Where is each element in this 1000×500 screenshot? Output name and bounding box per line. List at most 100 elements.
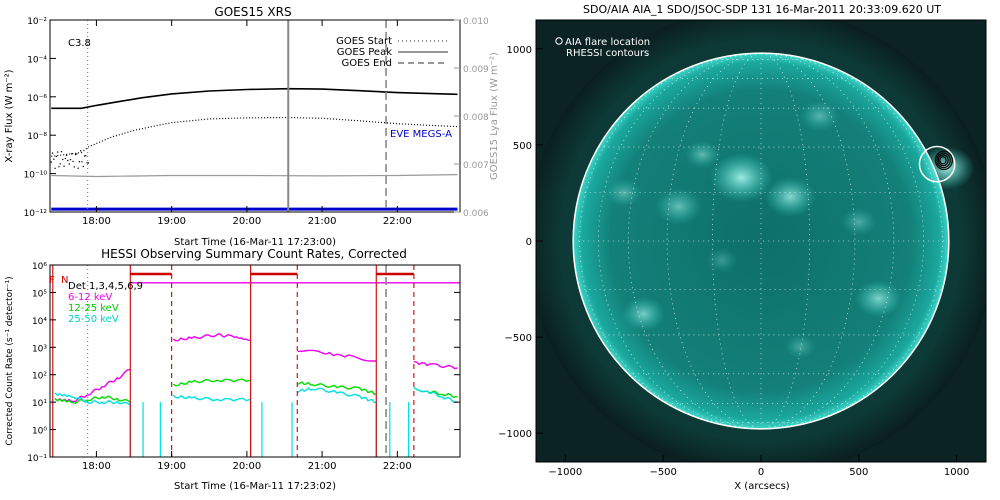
goes-xtick-label: 19:00	[157, 216, 186, 227]
aia-xtick-label: −500	[649, 467, 676, 478]
hessi-series-6-12-keV	[413, 360, 458, 370]
goes-short-noise-point	[50, 161, 52, 163]
hessi-series-25-50-keV	[297, 387, 377, 404]
aia-rhessi-contours	[934, 150, 953, 171]
goes-short-noise-point	[74, 153, 77, 156]
goes-legend-peak-label: GOES Peak	[337, 47, 392, 58]
goes-event-lines	[87, 20, 387, 212]
goes-ylabel-right: GOES15 Lya Flux (W m⁻²)	[489, 52, 500, 180]
aia-flare-location-circle	[918, 145, 956, 183]
aia-active-region	[606, 179, 642, 207]
goes-y2tick-label: 0.009	[463, 65, 489, 75]
goes-short-noise-point	[86, 162, 88, 164]
goes-short-noise-point	[85, 155, 87, 157]
goes-legend-start-label: GOES Start	[336, 36, 392, 47]
goes-short-noise-point	[81, 161, 83, 163]
goes-short-noise-point	[51, 152, 54, 154]
goes-ytick-label: 10⁻²	[27, 17, 47, 27]
goes-y2tick-label: 0.007	[463, 161, 489, 171]
hessi-event-lines	[52, 265, 415, 457]
goes-lya-line	[51, 174, 458, 178]
hessi-series-6-12-keV	[298, 349, 377, 362]
aia-legend-rhessi: RHESSI contours	[566, 48, 649, 59]
hessi-ylabel: Corrected Count Rate (s⁻¹ detector⁻¹)	[5, 276, 15, 445]
aia-legend: AIA flare location RHESSI contours	[555, 37, 650, 59]
hessi-ytick-label: 10¹	[32, 399, 47, 409]
aia-legend-circle-icon	[555, 37, 563, 45]
hessi-ytick-label: 10⁴	[32, 317, 47, 327]
goes-axes: 18:00 19:00 20:00 21:00 22:00 10⁻² 10⁻⁴ 10⁻⁶ 10⁻…	[24, 17, 489, 227]
goes-y2tick-label: 0.006	[463, 209, 489, 219]
aia-panel: SDO/AIA AIA_1 SDO/JSOC-SDP 131 16-Mar-20…	[498, 3, 987, 492]
goes-flare-class: C3.8	[68, 38, 91, 49]
aia-xlabel: X (arcsecs)	[734, 481, 790, 492]
aia-active-region	[854, 280, 902, 318]
goes-short-noise-point	[77, 167, 79, 169]
aia-active-region	[784, 334, 816, 359]
aia-xtick-label: 0	[758, 467, 764, 478]
aia-active-region	[919, 146, 975, 190]
goes-xlabel: Start Time (16-Mar-11 17:23:00)	[174, 237, 336, 248]
goes-xtick-label: 21:00	[308, 216, 337, 227]
aia-limb-circle	[572, 52, 950, 430]
hessi-ytick-label: 10⁰	[32, 427, 47, 437]
hessi-series-6-12-keV	[54, 368, 131, 403]
aia-grid-longitude	[597, 52, 762, 430]
aia-grid-longitude	[760, 52, 856, 430]
hessi-xlabel: Start Time (16-Mar-11 17:23:02)	[174, 481, 336, 492]
goes-short-noise-point	[79, 150, 82, 152]
hessi-series-12-25-keV	[54, 395, 131, 404]
goes-short-noise-point	[55, 155, 58, 158]
hessi-legend-12-25: 12-25 keV	[68, 303, 119, 314]
goes-legend-end-label: GOES End	[342, 58, 392, 69]
aia-xtick-label: 1000	[944, 467, 969, 478]
aia-active-region	[706, 247, 738, 273]
hessi-series-25-50-keV	[413, 386, 458, 403]
goes-short-noise-point	[72, 160, 74, 163]
aia-grid-longitude	[760, 52, 925, 430]
goes-short-noise-point	[69, 158, 72, 161]
aia-heliographic-grid	[573, 52, 949, 430]
aia-active-region	[764, 176, 816, 217]
hessi-flag-f: F	[49, 275, 55, 286]
goes-short-noise-point	[67, 159, 69, 162]
goes-legend: GOES Start GOES Peak GOES End	[336, 36, 448, 69]
goes-short-noise-point	[65, 154, 68, 157]
aia-ytick-label: 1000	[507, 45, 532, 56]
goes-series-group	[50, 87, 458, 211]
goes-short-noise-point	[76, 153, 78, 155]
aia-ytick-label: −1000	[498, 429, 532, 440]
goes-xtick-label: 22:00	[383, 216, 412, 227]
aia-ytick-label: 0	[526, 237, 532, 248]
hessi-panel: HESSI Observing Summary Count Rates, Cor…	[5, 247, 461, 492]
aia-grid-longitude	[627, 52, 762, 430]
goes-short-noise-point	[78, 161, 81, 163]
goes-ytick-label: 10⁻⁸	[27, 132, 47, 142]
goes-y2tick-label: 0.008	[463, 113, 489, 123]
aia-active-regions	[606, 100, 975, 359]
aia-title: SDO/AIA AIA_1 SDO/JSOC-SDP 131 16-Mar-20…	[583, 3, 941, 16]
aia-xtick-label: 500	[849, 467, 868, 478]
goes-panel: GOES15 XRS 18:00 19:00 20:00 21:00 22:00 10⁻²…	[4, 5, 500, 248]
aia-active-region	[622, 297, 666, 331]
goes-short-noise-point	[62, 158, 64, 161]
goes-short-noise-point	[58, 166, 60, 168]
hessi-xtick-label: 21:00	[308, 461, 337, 472]
goes-y2tick-label: 0.010	[463, 17, 489, 27]
goes-long-line	[51, 87, 458, 110]
aia-grid-longitude	[760, 52, 895, 430]
hessi-xtick-label: 19:00	[157, 461, 186, 472]
hessi-series-12-25-keV	[172, 378, 251, 387]
goes-ytick-label: 10⁻¹⁰	[24, 171, 48, 181]
aia-ytick-label: −500	[505, 333, 532, 344]
hessi-ytick-label: 10²	[32, 372, 47, 382]
aia-active-region	[841, 207, 877, 236]
aia-rhessi-contour	[934, 150, 953, 171]
goes-short-noise-point	[63, 165, 65, 167]
goes-short-noise-point	[54, 167, 56, 170]
hessi-series-6-12-keV	[172, 333, 251, 342]
hessi-ytick-label: 10³	[32, 344, 47, 354]
goes-short-noise-point	[82, 165, 84, 168]
aia-rhessi-contour	[937, 154, 949, 167]
